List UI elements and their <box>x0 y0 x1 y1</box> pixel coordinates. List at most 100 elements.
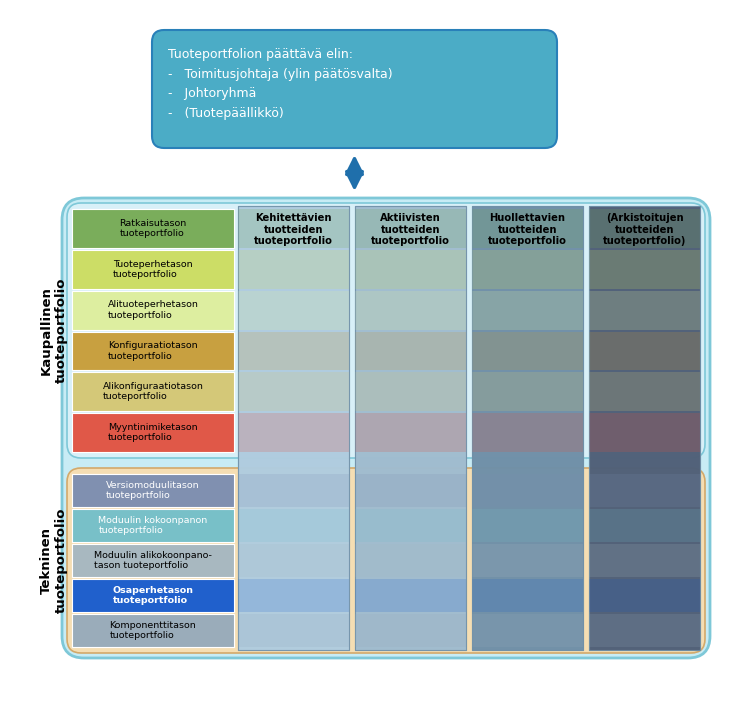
Bar <box>72 579 234 612</box>
Bar <box>72 544 234 577</box>
Bar <box>472 544 583 577</box>
Text: Konfiguraatiotason
tuoteportfolio: Konfiguraatiotason tuoteportfolio <box>108 341 198 361</box>
Text: Alituoteperhetason
tuoteportfolio: Alituoteperhetason tuoteportfolio <box>108 300 199 320</box>
Bar <box>72 474 234 507</box>
Bar <box>589 474 700 507</box>
Bar <box>355 206 466 650</box>
Bar <box>72 373 234 411</box>
Bar <box>472 250 583 289</box>
Bar <box>589 290 700 330</box>
Bar <box>238 544 349 577</box>
Bar <box>72 209 234 248</box>
Text: Tuoteperhetason
tuoteportfolio: Tuoteperhetason tuoteportfolio <box>113 259 193 279</box>
Bar <box>472 206 583 650</box>
Bar <box>238 413 349 452</box>
Text: Ratkaisutason
tuoteportfolio: Ratkaisutason tuoteportfolio <box>120 219 187 238</box>
Text: Ratkaisutason
tuoteportfolio: Ratkaisutason tuoteportfolio <box>120 219 187 238</box>
Bar <box>355 290 466 330</box>
Bar <box>238 206 349 650</box>
Text: Tuoteportfolion päättävä elin:
-   Toimitusjohtaja (ylin päätösvalta)
-   Johtor: Tuoteportfolion päättävä elin: - Toimitu… <box>168 49 392 120</box>
Text: Moduulin kokoonpanon
tuoteportfolio: Moduulin kokoonpanon tuoteportfolio <box>98 516 208 535</box>
Text: Versiomoduulitason
tuoteportfolio: Versiomoduulitason tuoteportfolio <box>106 481 200 501</box>
Bar <box>589 544 700 577</box>
Bar <box>238 579 349 612</box>
Bar <box>589 206 700 650</box>
Bar <box>589 250 700 289</box>
Bar <box>72 544 234 577</box>
Text: Alikonfiguraatiotason
tuoteportfolio: Alikonfiguraatiotason tuoteportfolio <box>103 382 203 401</box>
Bar <box>472 474 583 507</box>
Text: Alituoteperhetason
tuoteportfolio: Alituoteperhetason tuoteportfolio <box>108 300 199 320</box>
Bar <box>589 579 700 612</box>
Bar <box>238 474 349 507</box>
Bar <box>72 290 234 330</box>
Bar <box>238 290 349 330</box>
Bar <box>72 614 234 647</box>
Bar <box>589 373 700 411</box>
Bar <box>72 250 234 289</box>
Bar <box>355 209 466 248</box>
FancyBboxPatch shape <box>67 468 705 653</box>
Bar <box>355 250 466 289</box>
Bar <box>72 474 234 507</box>
Text: Komponenttitason
tuoteportfolio: Komponenttitason tuoteportfolio <box>109 621 197 640</box>
Bar <box>72 413 234 452</box>
Bar <box>472 332 583 370</box>
Bar <box>472 206 583 650</box>
Bar <box>238 373 349 411</box>
Text: Tekninen
tuoteportfolio: Tekninen tuoteportfolio <box>40 508 68 613</box>
Bar <box>355 373 466 411</box>
Bar <box>238 332 349 370</box>
Bar <box>589 509 700 542</box>
Text: (Arkistoitujen
tuotteiden
tuoteportfolio): (Arkistoitujen tuotteiden tuoteportfolio… <box>603 213 687 246</box>
Bar <box>589 332 700 370</box>
Text: Versiomoduulitason
tuoteportfolio: Versiomoduulitason tuoteportfolio <box>106 481 200 501</box>
Text: Myyntinimiketason
tuoteportfolio: Myyntinimiketason tuoteportfolio <box>108 423 198 442</box>
Bar <box>72 413 234 452</box>
Text: Huollettavien
tuotteiden
tuoteportfolio: Huollettavien tuotteiden tuoteportfolio <box>488 213 567 246</box>
Bar <box>355 474 466 507</box>
FancyBboxPatch shape <box>67 203 705 458</box>
Bar <box>355 579 466 612</box>
Bar <box>589 413 700 452</box>
Bar <box>472 614 583 647</box>
Bar <box>355 544 466 577</box>
Text: Komponenttitason
tuoteportfolio: Komponenttitason tuoteportfolio <box>109 621 197 640</box>
Bar <box>72 509 234 542</box>
Text: Myyntinimiketason
tuoteportfolio: Myyntinimiketason tuoteportfolio <box>108 423 198 442</box>
Bar <box>72 373 234 411</box>
Bar <box>472 413 583 452</box>
Bar <box>72 250 234 289</box>
Bar <box>472 579 583 612</box>
Text: Kehitettävien
tuotteiden
tuoteportfolio: Kehitettävien tuotteiden tuoteportfolio <box>254 213 333 246</box>
Bar <box>238 250 349 289</box>
Bar <box>472 373 583 411</box>
Bar <box>238 509 349 542</box>
Bar <box>72 332 234 370</box>
Bar <box>238 614 349 647</box>
Bar <box>72 579 234 612</box>
Bar <box>355 509 466 542</box>
Text: Moduulin alikokoonpano-
tason tuoteportfolio: Moduulin alikokoonpano- tason tuoteportf… <box>94 550 212 570</box>
Bar <box>472 209 583 248</box>
Bar <box>72 332 234 370</box>
Bar <box>238 206 349 650</box>
Text: Konfiguraatiotason
tuoteportfolio: Konfiguraatiotason tuoteportfolio <box>108 341 198 361</box>
Text: Osaperhetason
tuoteportfolio: Osaperhetason tuoteportfolio <box>112 586 194 605</box>
Text: Tuoteperhetason
tuoteportfolio: Tuoteperhetason tuoteportfolio <box>113 259 193 279</box>
Bar <box>589 206 700 650</box>
Bar <box>72 509 234 542</box>
FancyBboxPatch shape <box>62 198 710 658</box>
Text: Moduulin alikokoonpano-
tason tuoteportfolio: Moduulin alikokoonpano- tason tuoteportf… <box>94 550 212 570</box>
Bar <box>238 209 349 248</box>
Bar <box>355 332 466 370</box>
Text: Alikonfiguraatiotason
tuoteportfolio: Alikonfiguraatiotason tuoteportfolio <box>103 382 203 401</box>
Bar <box>72 209 234 248</box>
Bar <box>72 614 234 647</box>
Bar <box>355 614 466 647</box>
Text: Osaperhetason
tuoteportfolio: Osaperhetason tuoteportfolio <box>112 586 194 605</box>
Text: Moduulin kokoonpanon
tuoteportfolio: Moduulin kokoonpanon tuoteportfolio <box>98 516 208 535</box>
Bar <box>72 290 234 330</box>
Bar <box>472 509 583 542</box>
Bar <box>355 206 466 650</box>
